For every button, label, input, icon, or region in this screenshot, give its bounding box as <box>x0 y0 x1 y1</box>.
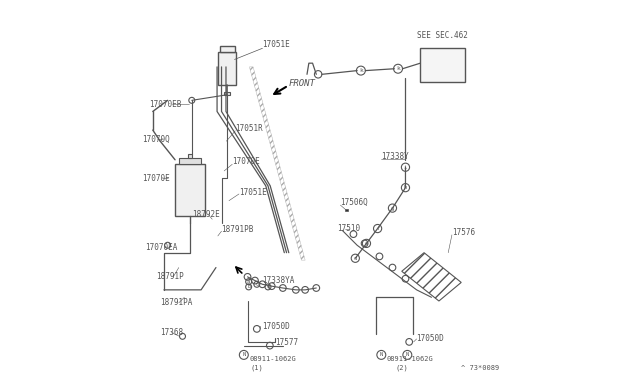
Text: 18791PA: 18791PA <box>160 298 193 307</box>
Text: N: N <box>380 352 383 357</box>
Text: 08911-1062G: 08911-1062G <box>250 356 296 362</box>
Text: f: f <box>376 226 380 231</box>
Text: k: k <box>359 68 363 73</box>
Text: 17070EB: 17070EB <box>149 100 181 109</box>
Text: 17506Q: 17506Q <box>340 198 368 207</box>
Text: 17070E: 17070E <box>232 157 260 166</box>
Text: i: i <box>404 165 407 170</box>
Text: 17070E: 17070E <box>141 174 170 183</box>
Text: 17051E: 17051E <box>239 188 267 197</box>
Text: SEE SEC.462: SEE SEC.462 <box>417 31 468 40</box>
Text: k: k <box>396 66 400 71</box>
Text: 17070Q: 17070Q <box>141 135 170 144</box>
Bar <box>420 48 465 82</box>
Bar <box>179 158 201 164</box>
Bar <box>188 154 192 158</box>
Text: 17051R: 17051R <box>236 124 263 133</box>
Text: e: e <box>365 241 368 246</box>
Text: 17051E: 17051E <box>262 40 290 49</box>
Text: h: h <box>404 185 407 190</box>
Text: 18791PB: 18791PB <box>221 225 254 234</box>
Text: d: d <box>354 256 357 261</box>
Text: FRONT: FRONT <box>289 79 316 88</box>
Bar <box>220 46 234 52</box>
Text: 17338YA: 17338YA <box>262 276 295 285</box>
Bar <box>218 52 236 86</box>
Text: 17510: 17510 <box>337 224 360 233</box>
Text: 17338Y: 17338Y <box>381 152 409 161</box>
Text: c: c <box>255 282 259 287</box>
Text: g: g <box>391 206 394 211</box>
Text: (1): (1) <box>250 365 263 371</box>
Bar <box>345 209 348 211</box>
Text: a: a <box>247 279 250 284</box>
Text: N: N <box>242 352 246 357</box>
Text: d: d <box>266 284 269 289</box>
Text: 17050D: 17050D <box>262 322 290 331</box>
Text: 18792E: 18792E <box>192 210 220 219</box>
Text: 08911-1062G: 08911-1062G <box>387 356 434 362</box>
Bar <box>175 164 205 215</box>
Text: b: b <box>247 284 250 289</box>
Text: 18791P: 18791P <box>157 272 184 281</box>
Bar <box>224 92 230 95</box>
Text: N: N <box>406 352 409 357</box>
Text: 17050D: 17050D <box>417 334 444 343</box>
Text: 17577: 17577 <box>275 338 298 347</box>
Text: 17576: 17576 <box>452 228 475 237</box>
Text: 17070EA: 17070EA <box>145 243 178 251</box>
Text: 17368: 17368 <box>160 328 183 337</box>
Text: ^ 73*0089: ^ 73*0089 <box>461 365 499 371</box>
Text: (2): (2) <box>396 365 408 371</box>
